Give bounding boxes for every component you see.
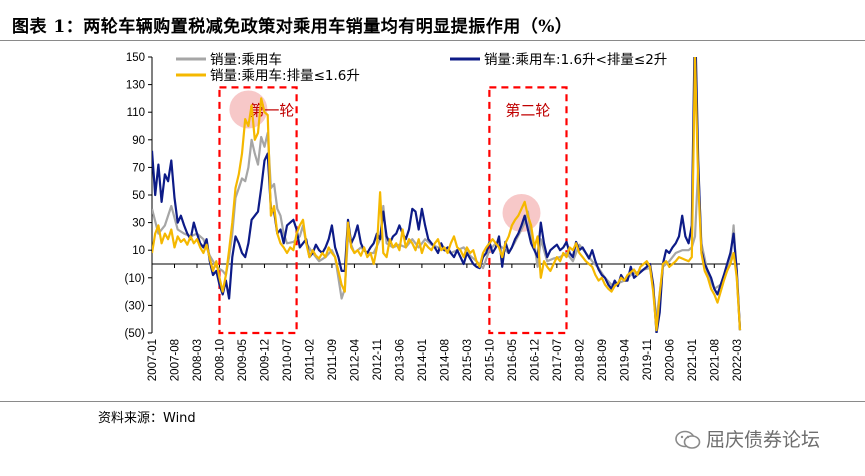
x-tick-label: 2010-07 [282,339,294,381]
watermark: 屈庆债券论坛 [674,425,864,455]
x-tick-label: 2016-05 [507,339,519,381]
x-tick-label: 2019-11 [642,339,654,380]
x-tick-label: 2021-01 [687,339,699,381]
legend-label-1: 销量:乘用车 [210,51,282,68]
policy-round-label-1: 第一轮 [249,101,294,119]
y-tick-label: 70 [132,162,145,174]
x-tick-label: 2015-03 [462,339,474,381]
x-tick-label: 2012-04 [349,338,361,381]
y-tick-label: 30 [132,218,145,230]
x-tick-label: 2013-06 [394,339,406,381]
x-tick-label: 2018-09 [597,339,609,381]
series-layer [152,57,742,333]
y-tick-label: 130 [126,80,145,92]
x-tick-label: 2012-11 [372,339,384,380]
series-line-3 [152,57,742,332]
x-tick-label: 2018-02 [574,339,586,381]
x-tick-label: 2019-04 [619,338,631,381]
x-tick-label: 2007-01 [147,339,159,381]
highlight-circle-1 [229,90,268,129]
y-tick-label: 50 [132,190,145,202]
x-tick-label: 2011-09 [327,339,339,380]
chart-axes: (50) (30) (10) 10 30 50 70 90 110 130 150 2007-01 20… [125,52,744,381]
x-tick-label: 2011-02 [304,339,316,380]
y-tick-label: 10 [132,245,145,257]
y-tick-label: 110 [127,107,145,119]
wechat-icon [675,430,701,449]
x-tick-label: 2007-08 [169,339,181,381]
x-tick-label: 2014-01 [417,339,429,381]
x-tick-label: 2015-10 [484,339,496,381]
policy-round-box-2 [488,86,568,335]
y-tick-label: (10) [125,273,146,285]
x-tick-label: 2008-03 [192,339,204,381]
x-tick-label: 2022-03 [732,339,744,381]
x-tick-label: 2016-12 [529,339,541,381]
watermark-text: 屈庆债券论坛 [706,429,821,451]
y-tick-label: 90 [132,135,145,147]
x-tick-label: 2009-05 [237,339,249,381]
title-divider [0,40,865,41]
y-tick-label: (50) [125,328,146,340]
x-tick-label: 2017-07 [552,339,564,381]
legend-label-2: 销量:乘用车:1.6升<排量≤2升 [484,51,667,68]
y-tick-label: 150 [126,52,145,64]
source-note: 资料来源：Wind [98,411,196,426]
x-tick-label: 2008-10 [214,339,226,381]
x-tick-label: 2009-12 [259,339,271,381]
x-tick-label: 2014-08 [439,339,451,381]
x-tick-label: 2020-06 [664,339,676,381]
policy-round-label-2: 第二轮 [505,101,550,119]
x-tick-label: 2021-08 [709,339,721,381]
footer-divider [0,401,865,402]
chart-title: 图表 1：两轮车辆购置税减免政策对乘用车销量均有明显提振作用（%） [12,17,573,37]
legend-label-3: 销量:乘用车:排量≤1.6升 [210,67,360,84]
y-tick-label: (30) [125,300,146,312]
policy-round-box-1 [218,86,298,335]
